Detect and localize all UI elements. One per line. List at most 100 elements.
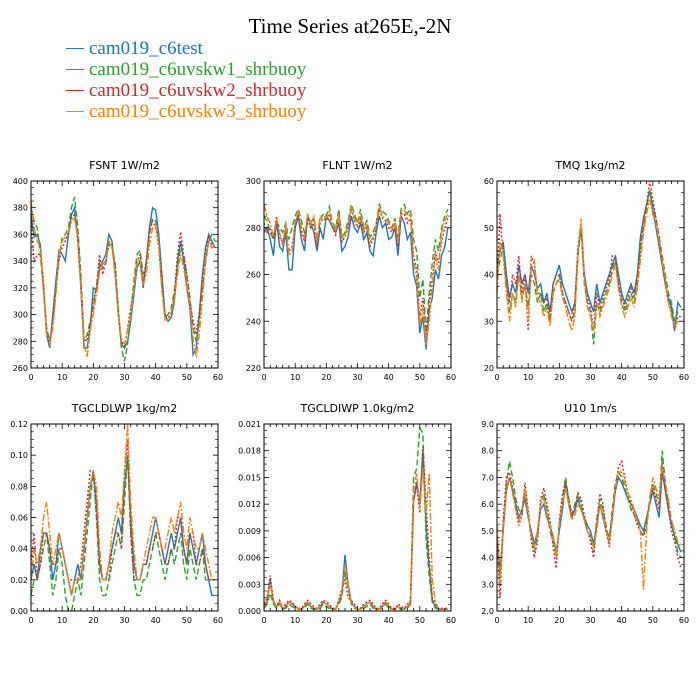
y-tick-label: 0.10 (10, 451, 28, 460)
x-tick-label: 40 (384, 616, 394, 625)
x-tick-label: 50 (182, 616, 192, 625)
x-tick-label: 10 (57, 616, 67, 625)
y-tick-label: 0.08 (10, 482, 28, 491)
y-tick-label: 0.02 (10, 576, 28, 585)
series-line (264, 450, 448, 611)
x-tick-label: 60 (679, 373, 689, 382)
legend-label: cam019_c6uvskw2_shrbuoy (89, 80, 307, 101)
legend-swatch (66, 111, 84, 112)
x-tick-label: 20 (88, 373, 98, 382)
y-tick-label: 30 (484, 317, 494, 326)
chart-panel: U10 1m/s 0 10 20 30 40 50 60 2.0 3.0 4.0 5.0 6.0 7.0 8… (481, 402, 689, 625)
x-tick-label: 60 (213, 616, 223, 625)
chart-panel: FLNT 1W/m2 0 10 20 30 40 50 60 220 240 260 280 300 (246, 159, 456, 382)
x-tick-label: 40 (151, 373, 161, 382)
x-tick-label: 0 (261, 373, 266, 382)
y-tick-label: 0.04 (10, 545, 28, 554)
panel-title: FSNT 1W/m2 (89, 159, 160, 172)
y-tick-label: 0.00 (10, 607, 28, 616)
x-tick-label: 0 (494, 616, 499, 625)
x-tick-label: 30 (352, 373, 362, 382)
y-tick-label: 0.012 (238, 500, 261, 509)
x-tick-label: 10 (290, 373, 300, 382)
y-tick-label: 0.015 (238, 473, 261, 482)
legend: cam019_c6test cam019_c6uvskw1_shrbuoy ca… (66, 38, 306, 122)
series-line (264, 468, 448, 611)
series-line (31, 196, 216, 362)
plot-frame (263, 180, 452, 369)
x-tick-label: 60 (213, 373, 223, 382)
x-tick-label: 30 (119, 373, 129, 382)
legend-item: cam019_c6uvskw3_shrbuoy (66, 101, 306, 122)
x-tick-label: 20 (554, 616, 564, 625)
x-tick-label: 50 (415, 616, 425, 625)
x-tick-label: 50 (182, 373, 192, 382)
legend-label: cam019_c6uvskw3_shrbuoy (89, 101, 307, 122)
x-tick-label: 0 (494, 373, 499, 382)
series-line (31, 424, 215, 596)
series-line (264, 204, 449, 345)
legend-label: cam019_c6uvskw1_shrbuoy (89, 59, 307, 80)
y-tick-label: 60 (484, 177, 494, 186)
series-line (31, 200, 216, 358)
y-tick-label: 280 (246, 224, 261, 233)
y-tick-label: 300 (246, 177, 261, 186)
x-tick-label: 60 (446, 616, 456, 625)
plot-frame (30, 180, 219, 369)
series-line (497, 459, 682, 598)
chart-panel: FSNT 1W/m2 0 10 20 30 40 50 60 260 280 300 320 340 36… (13, 159, 223, 382)
y-tick-label: 0.06 (10, 514, 28, 523)
series-line (31, 439, 215, 581)
y-tick-label: 280 (13, 337, 28, 346)
y-tick-label: 0.009 (238, 527, 261, 536)
x-tick-label: 10 (523, 616, 533, 625)
series-line (497, 450, 682, 579)
y-tick-label: 2.0 (481, 607, 494, 616)
x-tick-label: 40 (617, 373, 627, 382)
series-line (264, 201, 449, 333)
series-line (31, 205, 216, 358)
panel-title: TMQ 1kg/m2 (554, 159, 625, 172)
y-tick-label: 380 (13, 204, 28, 213)
panel-title: TGCLDIWP 1.0kg/m2 (299, 402, 414, 415)
y-tick-label: 6.0 (481, 500, 494, 509)
legend-item: cam019_c6uvskw2_shrbuoy (66, 80, 306, 101)
figure-title: Time Series at265E,-2N (248, 14, 452, 38)
y-tick-label: 3.0 (481, 580, 494, 589)
x-tick-label: 50 (415, 373, 425, 382)
chart-panel: TGCLDLWP 1kg/m2 0 10 20 30 40 50 60 0.00 0.02 0.04… (10, 402, 223, 625)
x-tick-label: 10 (57, 373, 67, 382)
x-tick-label: 20 (321, 616, 331, 625)
x-tick-label: 30 (585, 373, 595, 382)
series-line (31, 455, 215, 611)
y-tick-label: 0.12 (10, 420, 28, 429)
x-tick-label: 20 (88, 616, 98, 625)
x-tick-label: 60 (446, 373, 456, 382)
series-line (264, 446, 448, 610)
x-tick-label: 0 (28, 616, 33, 625)
y-tick-label: 260 (13, 364, 28, 373)
y-tick-label: 0.000 (238, 607, 261, 616)
x-tick-label: 20 (321, 373, 331, 382)
x-tick-label: 30 (119, 616, 129, 625)
y-tick-label: 220 (246, 364, 261, 373)
panel-title: U10 1m/s (564, 402, 617, 415)
x-tick-label: 40 (617, 616, 627, 625)
y-tick-label: 8.0 (481, 447, 494, 456)
legend-item: cam019_c6test (66, 38, 306, 59)
x-tick-label: 20 (554, 373, 564, 382)
x-tick-label: 0 (261, 616, 266, 625)
y-tick-label: 40 (484, 271, 494, 280)
series-line (264, 426, 448, 611)
x-tick-label: 50 (648, 616, 658, 625)
y-tick-label: 400 (13, 177, 28, 186)
y-tick-label: 20 (484, 364, 494, 373)
y-tick-label: 360 (13, 230, 28, 239)
x-tick-label: 50 (648, 373, 658, 382)
x-tick-label: 10 (523, 373, 533, 382)
series-line (497, 190, 681, 345)
y-tick-label: 4.0 (481, 554, 494, 563)
legend-swatch (66, 69, 84, 70)
legend-swatch (66, 48, 84, 49)
y-tick-label: 0.006 (238, 554, 261, 563)
